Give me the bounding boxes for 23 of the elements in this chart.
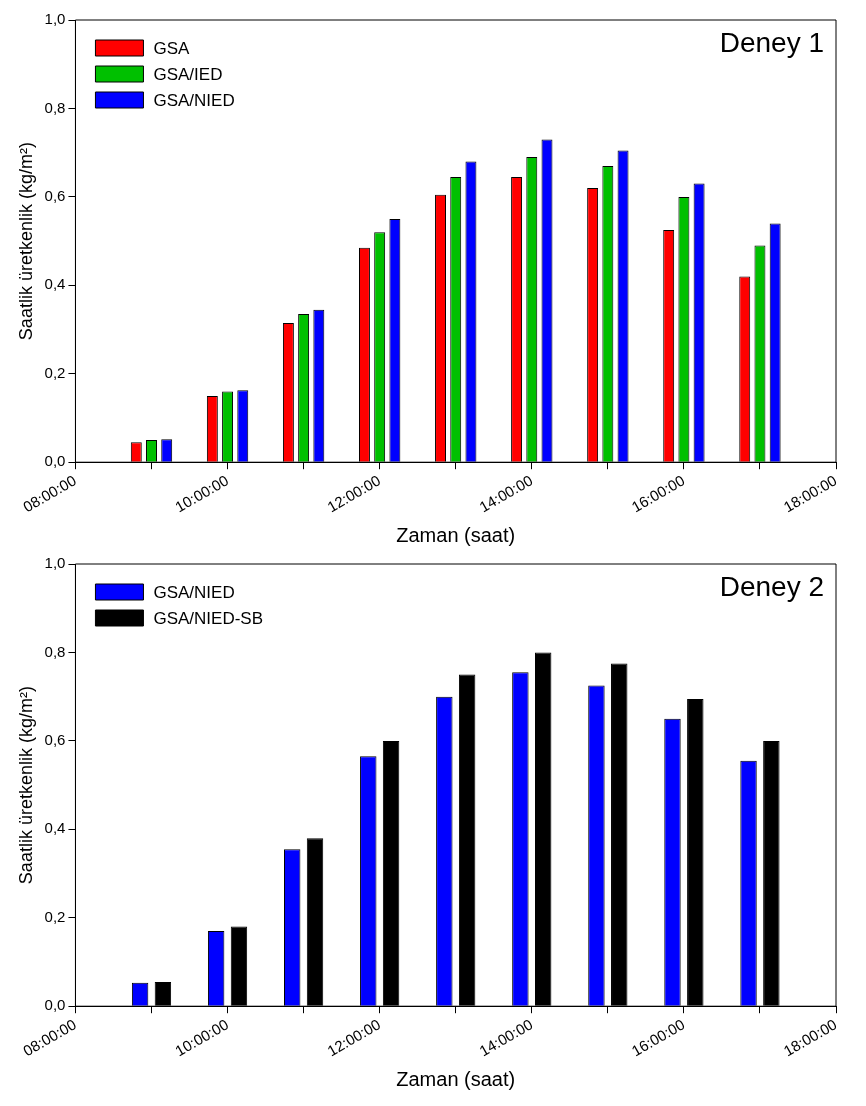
y-tick-label: 0,2 [44,363,66,381]
y-axis-title: Saatlik üretkenlik (kg/m²) [15,686,36,885]
y-tick-label: 0,6 [44,731,66,749]
annotation: Deney 1 [719,26,824,58]
y-tick-label: 0,6 [44,187,66,205]
annotation: Deney 2 [719,570,824,602]
y-tick-label: 0,0 [44,452,66,470]
y-tick-label: 0,4 [44,275,66,293]
y-tick-label: 0,8 [44,98,66,116]
legend-label: GSA/IED [153,64,223,84]
y-tick-label: 1,0 [44,10,66,28]
legend-label: GSA/NIED [153,582,235,602]
y-tick-label: 0,4 [44,819,66,837]
x-axis-title: Zaman (saat) [396,523,516,546]
y-tick-label: 0,0 [44,996,66,1014]
y-tick-label: 1,0 [44,554,66,572]
y-tick-label: 0,8 [44,642,66,660]
y-axis-title: Saatlik üretkenlik (kg/m²) [15,142,36,341]
y-tick-label: 0,2 [44,907,66,925]
legend-label: GSA [153,38,191,58]
legend-label: GSA/NIED [153,90,235,110]
x-axis-title: Zaman (saat) [396,1067,516,1090]
legend-label: GSA/NIED-SB [153,608,264,628]
